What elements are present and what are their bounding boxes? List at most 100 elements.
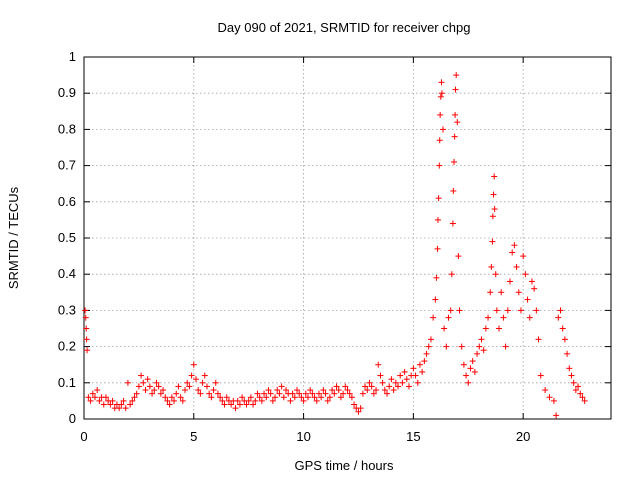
data-point bbox=[82, 314, 89, 321]
data-point bbox=[146, 383, 153, 390]
data-point bbox=[359, 390, 366, 397]
data-point bbox=[122, 405, 129, 412]
data-point bbox=[579, 394, 586, 401]
data-point bbox=[537, 372, 544, 379]
x-tick-label: 15 bbox=[406, 429, 420, 444]
data-point bbox=[458, 343, 465, 350]
data-point bbox=[491, 206, 498, 213]
data-point bbox=[96, 397, 103, 404]
data-point bbox=[445, 314, 452, 321]
data-point bbox=[85, 394, 92, 401]
data-point bbox=[120, 397, 127, 404]
data-point bbox=[436, 137, 443, 144]
data-point bbox=[410, 365, 417, 372]
y-tick-label: 0.8 bbox=[58, 121, 76, 136]
data-points bbox=[82, 72, 588, 419]
data-point bbox=[455, 253, 462, 260]
data-point bbox=[517, 307, 524, 314]
data-point bbox=[452, 86, 459, 93]
data-point bbox=[140, 379, 147, 386]
data-point bbox=[107, 401, 114, 408]
data-point bbox=[197, 390, 204, 397]
data-point bbox=[236, 401, 243, 408]
data-point bbox=[247, 394, 254, 401]
data-point bbox=[513, 263, 520, 270]
data-point bbox=[465, 379, 472, 386]
data-point bbox=[405, 383, 412, 390]
data-point bbox=[232, 405, 239, 412]
data-point bbox=[533, 307, 540, 314]
data-point bbox=[186, 383, 193, 390]
data-point bbox=[258, 397, 265, 404]
data-point bbox=[397, 372, 404, 379]
data-point bbox=[500, 314, 507, 321]
data-point bbox=[550, 397, 557, 404]
data-point bbox=[509, 249, 516, 256]
data-point bbox=[515, 289, 522, 296]
data-point bbox=[346, 390, 353, 397]
data-point bbox=[373, 387, 380, 394]
data-point bbox=[456, 307, 463, 314]
data-point bbox=[435, 195, 442, 202]
data-point bbox=[311, 394, 318, 401]
data-point bbox=[182, 387, 189, 394]
data-point bbox=[447, 307, 454, 314]
data-point bbox=[454, 119, 461, 126]
x-tick-label: 20 bbox=[516, 429, 530, 444]
data-point bbox=[195, 387, 202, 394]
data-point bbox=[157, 390, 164, 397]
y-tick-label: 0.1 bbox=[58, 375, 76, 390]
data-point bbox=[177, 394, 184, 401]
data-point bbox=[581, 397, 588, 404]
data-point bbox=[492, 271, 499, 278]
y-tick-label: 0.2 bbox=[58, 339, 76, 354]
data-point bbox=[522, 271, 529, 278]
data-point bbox=[488, 263, 495, 270]
data-point bbox=[450, 158, 457, 165]
data-point bbox=[208, 394, 215, 401]
data-point bbox=[223, 394, 230, 401]
data-point bbox=[173, 390, 180, 397]
data-point bbox=[322, 390, 329, 397]
data-point bbox=[467, 365, 474, 372]
data-point bbox=[427, 336, 434, 343]
data-point bbox=[84, 347, 91, 354]
data-point bbox=[87, 397, 94, 404]
data-point bbox=[214, 390, 221, 397]
data-point bbox=[577, 390, 584, 397]
data-point bbox=[535, 336, 542, 343]
data-point bbox=[168, 394, 175, 401]
data-point bbox=[449, 220, 456, 227]
data-point bbox=[133, 390, 140, 397]
data-point bbox=[553, 412, 560, 419]
data-point bbox=[357, 405, 364, 412]
data-point bbox=[414, 379, 421, 386]
axis-ticks: 00.10.20.30.40.50.60.70.80.910 5 10 15 20 bbox=[58, 49, 611, 444]
data-point bbox=[309, 390, 316, 397]
data-point bbox=[153, 379, 160, 386]
data-point bbox=[355, 408, 362, 415]
data-point bbox=[324, 397, 331, 404]
data-point bbox=[384, 390, 391, 397]
data-point bbox=[83, 325, 90, 332]
data-point bbox=[379, 379, 386, 386]
data-point bbox=[575, 383, 582, 390]
data-point bbox=[531, 285, 538, 292]
data-point bbox=[555, 314, 562, 321]
data-point bbox=[448, 271, 455, 278]
data-point bbox=[362, 383, 369, 390]
data-point bbox=[419, 368, 426, 375]
data-point bbox=[489, 238, 496, 245]
data-point bbox=[463, 372, 470, 379]
data-point bbox=[474, 350, 481, 357]
data-point bbox=[162, 394, 169, 401]
data-point bbox=[388, 376, 395, 383]
data-point bbox=[298, 394, 305, 401]
data-point bbox=[155, 383, 162, 390]
data-point bbox=[480, 347, 487, 354]
data-point bbox=[179, 397, 186, 404]
y-tick-label: 0.6 bbox=[58, 194, 76, 209]
data-point bbox=[116, 405, 123, 412]
data-point bbox=[403, 376, 410, 383]
chart-title: Day 090 of 2021, SRMTID for receiver chp… bbox=[218, 20, 471, 35]
